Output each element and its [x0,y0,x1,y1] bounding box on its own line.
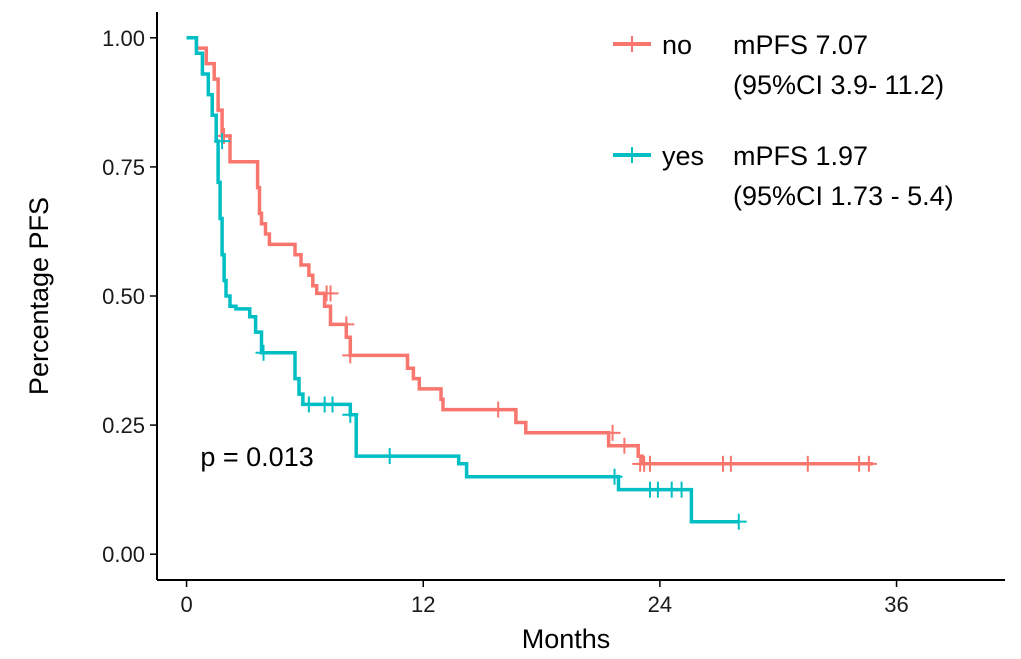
censor-mark-yes [324,396,341,413]
censor-mark-no [799,455,816,472]
legend-note-line: mPFS 1.97 [733,141,868,171]
x-axis-title: Months [522,624,611,654]
y-tick-label: 0.00 [102,542,145,567]
legend-key [613,147,651,163]
x-ticks: 0 12 24 36 [180,580,909,617]
censor-mark-no [322,285,339,302]
series-layer [186,36,877,530]
legend-note-line: (95%CI 1.73 - 5.4) [733,181,954,211]
censor-mark-yes [255,344,272,361]
censor-mark-no [722,455,739,472]
legend: no mPFS 7.07 (95%CI 3.9- 11.2) yes mPFS 1.97… [613,30,954,211]
axes: 0.00 0.25 0.50 0.75 1.00 0 12 24 36 [102,12,1005,617]
censor-mark-no [642,455,659,472]
p-value-annotation: p = 0.013 [200,442,313,472]
x-tick-label: 24 [648,592,672,617]
y-tick-label: 1.00 [102,26,145,51]
censor-mark-yes [606,468,623,485]
censor-mark-no [338,316,355,333]
censor-mark-no [490,401,507,418]
km-curve-yes [186,36,739,524]
legend-label: yes [662,141,704,171]
censor-mark-yes [300,396,317,413]
legend-item-yes: yes mPFS 1.97 (95%CI 1.73 - 5.4) [613,141,954,211]
x-tick-label: 12 [411,592,435,617]
censor-mark-no [342,347,359,364]
series-yes [186,36,747,530]
km-curve-no [186,36,873,466]
legend-note-line: mPFS 7.07 [733,30,868,60]
censor-mark-yes [214,133,231,150]
legend-note-line: (95%CI 3.9- 11.2) [733,70,944,100]
censor-mark-no [860,455,877,472]
y-tick-label: 0.75 [102,155,145,180]
x-tick-label: 0 [180,592,192,617]
censor-mark-yes [673,481,690,498]
y-tick-label: 0.50 [102,284,145,309]
y-axis-title: Percentage PFS [24,197,54,395]
legend-label: no [662,30,692,60]
censor-mark-yes [730,513,747,530]
censor-mark-yes [649,481,666,498]
censor-mark-no [616,437,633,454]
legend-item-no: no mPFS 7.07 (95%CI 3.9- 11.2) [613,30,944,100]
censor-mark-yes [381,448,398,465]
x-tick-label: 36 [884,592,908,617]
y-ticks: 0.00 0.25 0.50 0.75 1.00 [102,26,157,567]
censor-mark-no [604,424,621,441]
series-no [186,36,877,472]
censor-mark-yes [342,406,359,423]
y-tick-label: 0.25 [102,413,145,438]
legend-key [613,36,651,52]
